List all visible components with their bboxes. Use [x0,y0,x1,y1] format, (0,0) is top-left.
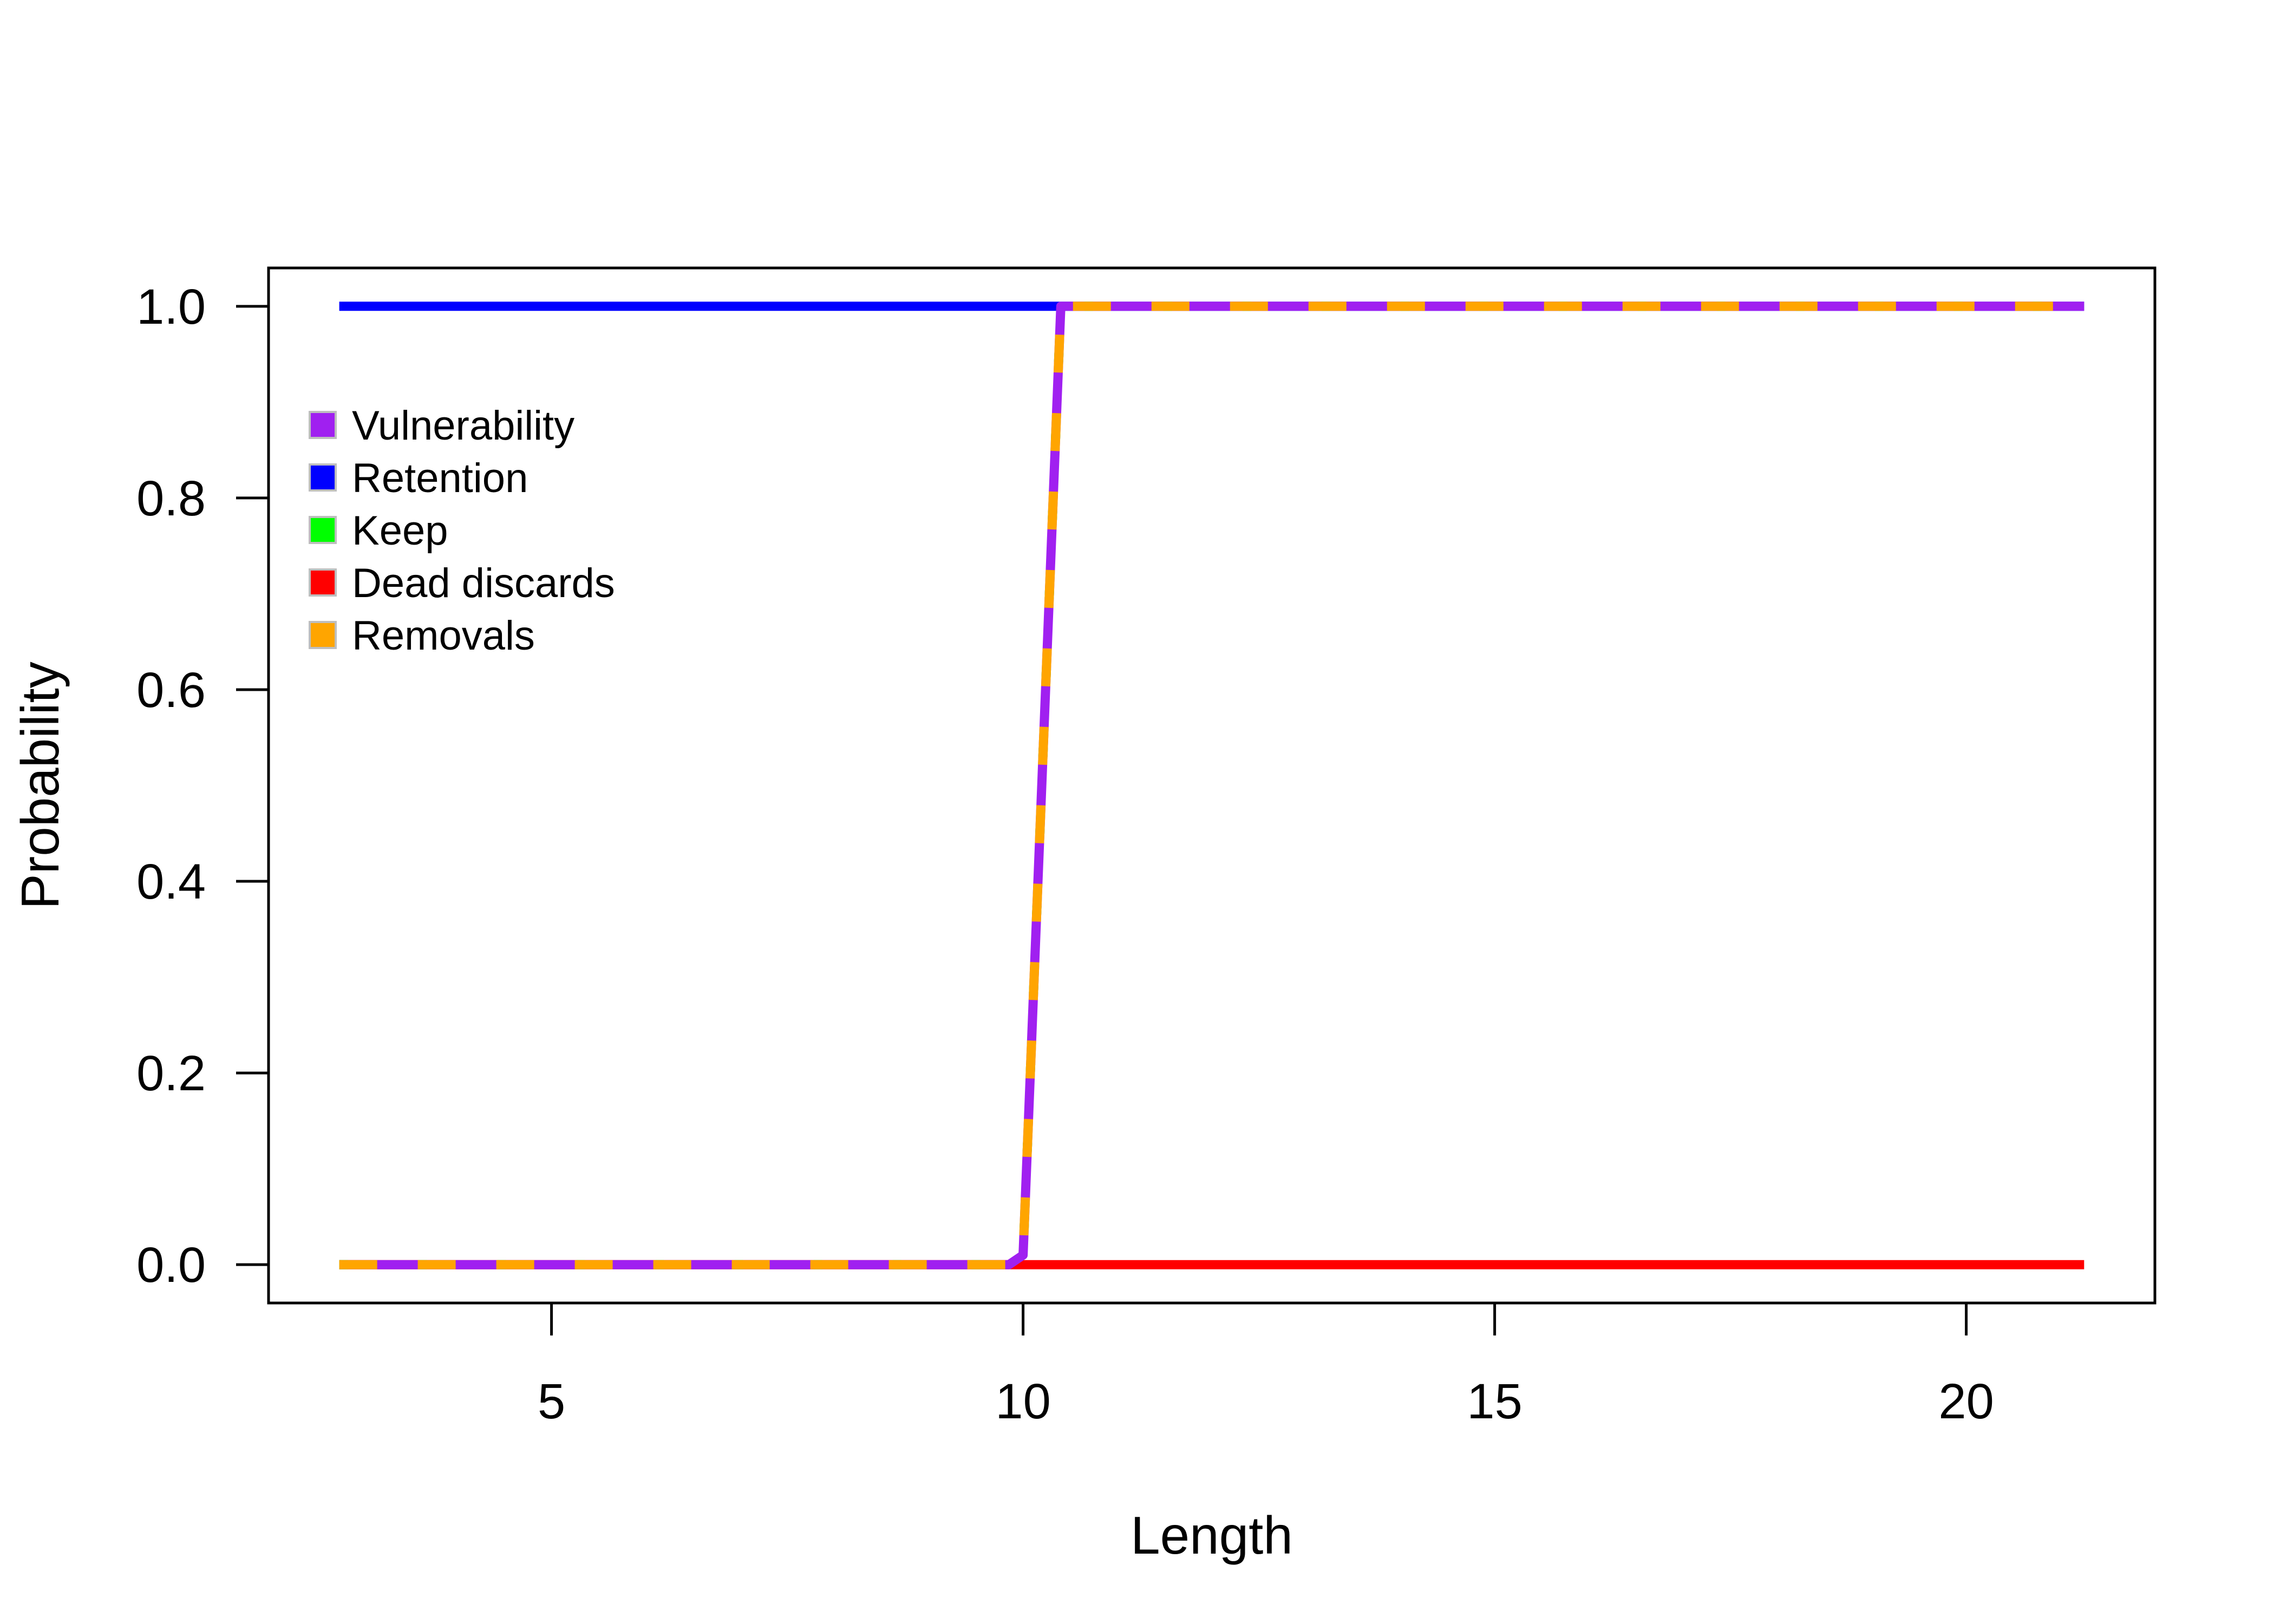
y-axis-title: Probability [10,662,70,909]
x-tick-label: 10 [995,1374,1050,1429]
plot-frame [267,266,2157,1305]
series-layer [339,302,2084,1269]
legend: Vulnerability Retention Keep Dead discards R… [309,403,615,659]
x-axis: 5 10 15 20 [538,1303,1994,1429]
x-tick-label: 5 [538,1374,565,1429]
legend-label: Keep [352,508,448,554]
y-tick-label: 0.4 [136,854,206,909]
series-line-removals [339,302,2084,1269]
y-tick-label: 0.6 [136,663,206,718]
legend-swatch [309,516,337,544]
legend-label: Retention [352,455,528,501]
y-tick-label: 1.0 [136,279,206,335]
y-tick-label: 0.8 [136,471,206,526]
x-tick-label: 15 [1467,1374,1522,1429]
legend-label: Vulnerability [352,403,574,449]
legend-label: Removals [352,613,535,659]
legend-swatch [309,621,337,649]
legend-swatch [309,568,337,597]
series-line-vulnerability [339,302,2084,1269]
legend-swatch [309,463,337,492]
series-line-keep [339,302,2084,1269]
x-tick-label: 20 [1938,1374,1994,1429]
x-axis-title: Length [1131,1505,1293,1565]
y-axis: 0.0 0.2 0.4 0.6 0.8 1.0 [136,279,269,1293]
legend-label: Dead discards [352,560,615,606]
y-tick-label: 0.2 [136,1046,206,1101]
legend-swatch [309,411,337,439]
y-tick-label: 0.0 [136,1237,206,1293]
